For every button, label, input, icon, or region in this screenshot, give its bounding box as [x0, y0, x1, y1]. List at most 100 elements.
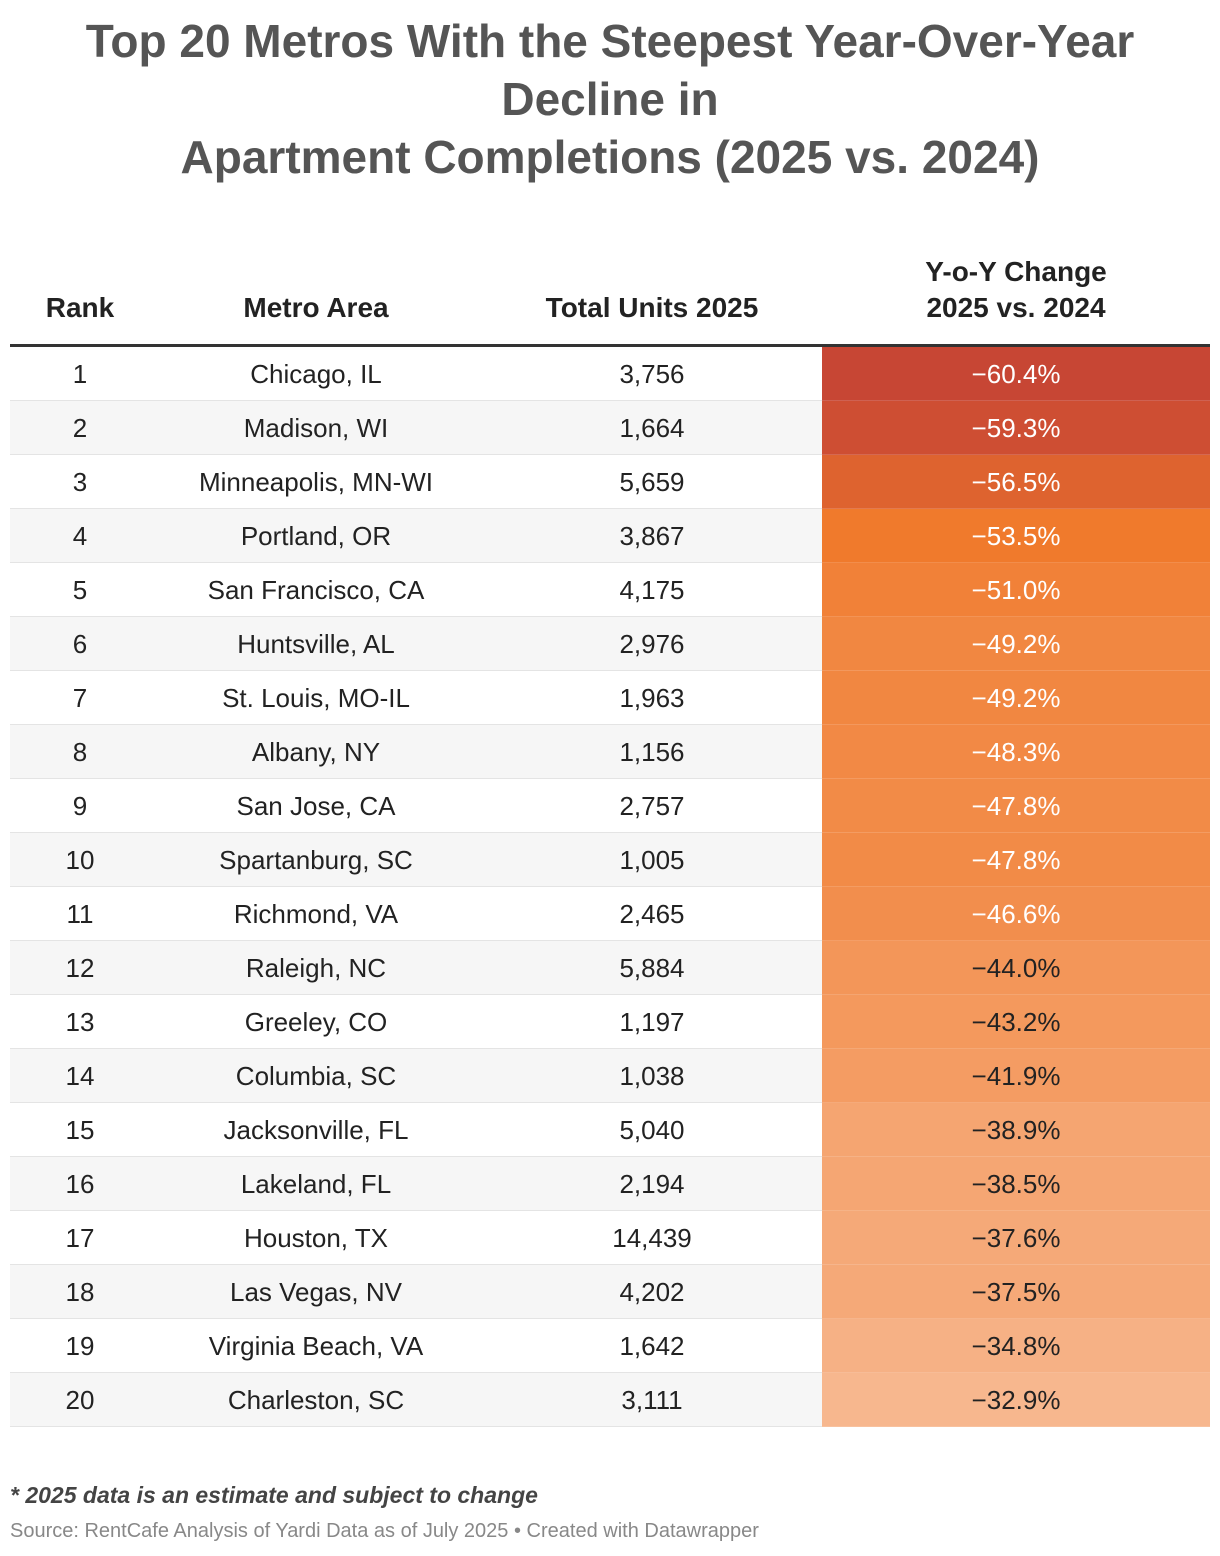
- table-row: 5 San Francisco, CA 4,175 −51.0%: [10, 562, 1210, 617]
- title-line-1: Top 20 Metros With the Steepest Year-Ove…: [85, 15, 1135, 67]
- table-row: 16 Lakeland, FL 2,194 −38.5%: [10, 1156, 1210, 1211]
- metro-cell: Virginia Beach, VA: [150, 1318, 482, 1373]
- header-yoy[interactable]: Y-o-Y Change 2025 vs. 2024: [822, 236, 1210, 347]
- yoy-cell: −49.2%: [822, 616, 1210, 671]
- units-cell: 1,963: [482, 670, 822, 725]
- rank-cell: 11: [10, 886, 150, 941]
- table-body: 1 Chicago, IL 3,756 −60.4% 2 Madison, WI 1,664…: [10, 345, 1210, 1427]
- table-row: 9 San Jose, CA 2,757 −47.8%: [10, 778, 1210, 833]
- rank-cell: 4: [10, 508, 150, 563]
- yoy-cell: −41.9%: [822, 1048, 1210, 1103]
- metro-cell: Houston, TX: [150, 1210, 482, 1265]
- metro-cell: Spartanburg, SC: [150, 832, 482, 887]
- table-row: 19 Virginia Beach, VA 1,642 −34.8%: [10, 1318, 1210, 1373]
- yoy-cell: −38.9%: [822, 1102, 1210, 1157]
- rank-cell: 6: [10, 616, 150, 671]
- table-row: 4 Portland, OR 3,867 −53.5%: [10, 508, 1210, 563]
- rank-cell: 3: [10, 454, 150, 509]
- rank-cell: 20: [10, 1372, 150, 1427]
- units-cell: 3,756: [482, 345, 822, 401]
- metro-cell: Minneapolis, MN-WI: [150, 454, 482, 509]
- rank-cell: 1: [10, 345, 150, 401]
- rank-cell: 2: [10, 400, 150, 455]
- units-cell: 1,642: [482, 1318, 822, 1373]
- metro-cell: Raleigh, NC: [150, 940, 482, 995]
- source-note: Source: RentCafe Analysis of Yardi Data …: [10, 1520, 759, 1542]
- title-line-3: Apartment Completions (2025 vs. 2024): [180, 131, 1040, 183]
- units-cell: 5,884: [482, 940, 822, 995]
- rank-cell: 7: [10, 670, 150, 725]
- units-cell: 5,040: [482, 1102, 822, 1157]
- metro-cell: St. Louis, MO-IL: [150, 670, 482, 725]
- table-row: 15 Jacksonville, FL 5,040 −38.9%: [10, 1102, 1210, 1157]
- metro-cell: Las Vegas, NV: [150, 1264, 482, 1319]
- table-row: 10 Spartanburg, SC 1,005 −47.8%: [10, 832, 1210, 887]
- units-cell: 1,038: [482, 1048, 822, 1103]
- metro-cell: Charleston, SC: [150, 1372, 482, 1427]
- footnote: * 2025 data is an estimate and subject t…: [10, 1482, 538, 1508]
- units-cell: 4,175: [482, 562, 822, 617]
- yoy-cell: −34.8%: [822, 1318, 1210, 1373]
- metro-cell: Albany, NY: [150, 724, 482, 779]
- units-cell: 5,659: [482, 454, 822, 509]
- units-cell: 1,005: [482, 832, 822, 887]
- rank-cell: 18: [10, 1264, 150, 1319]
- rank-cell: 14: [10, 1048, 150, 1103]
- yoy-cell: −44.0%: [822, 940, 1210, 995]
- yoy-cell: −48.3%: [822, 724, 1210, 779]
- rank-cell: 8: [10, 724, 150, 779]
- table-row: 13 Greeley, CO 1,197 −43.2%: [10, 994, 1210, 1049]
- table-row: 2 Madison, WI 1,664 −59.3%: [10, 400, 1210, 455]
- units-cell: 14,439: [482, 1210, 822, 1265]
- units-cell: 1,197: [482, 994, 822, 1049]
- metro-cell: Jacksonville, FL: [150, 1102, 482, 1157]
- rank-cell: 5: [10, 562, 150, 617]
- yoy-cell: −37.5%: [822, 1264, 1210, 1319]
- table-row: 17 Houston, TX 14,439 −37.6%: [10, 1210, 1210, 1265]
- metro-cell: Portland, OR: [150, 508, 482, 563]
- units-cell: 3,111: [482, 1372, 822, 1427]
- chart-title: Top 20 Metros With the Steepest Year-Ove…: [20, 12, 1200, 186]
- title-line-2: Decline in: [501, 73, 719, 125]
- header-row: Rank Metro Area Total Units 2025 Y-o-Y C…: [10, 236, 1210, 347]
- yoy-cell: −37.6%: [822, 1210, 1210, 1265]
- data-table: Rank Metro Area Total Units 2025 Y-o-Y C…: [10, 236, 1210, 1427]
- units-cell: 4,202: [482, 1264, 822, 1319]
- rank-cell: 13: [10, 994, 150, 1049]
- metro-cell: Richmond, VA: [150, 886, 482, 941]
- header-yoy-line-2: 2025 vs. 2024: [926, 292, 1106, 323]
- yoy-cell: −38.5%: [822, 1156, 1210, 1211]
- metro-cell: San Jose, CA: [150, 778, 482, 833]
- units-cell: 2,194: [482, 1156, 822, 1211]
- yoy-cell: −60.4%: [822, 345, 1210, 401]
- yoy-cell: −56.5%: [822, 454, 1210, 509]
- metro-cell: Madison, WI: [150, 400, 482, 455]
- table-row: 12 Raleigh, NC 5,884 −44.0%: [10, 940, 1210, 995]
- metro-cell: Huntsville, AL: [150, 616, 482, 671]
- table-row: 6 Huntsville, AL 2,976 −49.2%: [10, 616, 1210, 671]
- metro-cell: San Francisco, CA: [150, 562, 482, 617]
- yoy-cell: −53.5%: [822, 508, 1210, 563]
- table-row: 1 Chicago, IL 3,756 −60.4%: [10, 345, 1210, 401]
- header-yoy-line-1: Y-o-Y Change: [925, 256, 1107, 287]
- table-row: 20 Charleston, SC 3,111 −32.9%: [10, 1372, 1210, 1427]
- metro-cell: Lakeland, FL: [150, 1156, 482, 1211]
- rank-cell: 9: [10, 778, 150, 833]
- rank-cell: 19: [10, 1318, 150, 1373]
- yoy-cell: −59.3%: [822, 400, 1210, 455]
- yoy-cell: −47.8%: [822, 832, 1210, 887]
- yoy-cell: −46.6%: [822, 886, 1210, 941]
- rank-cell: 12: [10, 940, 150, 995]
- units-cell: 2,465: [482, 886, 822, 941]
- rank-cell: 10: [10, 832, 150, 887]
- header-metro[interactable]: Metro Area: [150, 236, 482, 347]
- table-row: 11 Richmond, VA 2,465 −46.6%: [10, 886, 1210, 941]
- rank-cell: 16: [10, 1156, 150, 1211]
- rank-cell: 17: [10, 1210, 150, 1265]
- units-cell: 2,757: [482, 778, 822, 833]
- header-units[interactable]: Total Units 2025: [482, 236, 822, 347]
- yoy-cell: −49.2%: [822, 670, 1210, 725]
- metro-cell: Columbia, SC: [150, 1048, 482, 1103]
- header-rank[interactable]: Rank: [10, 236, 150, 347]
- yoy-cell: −32.9%: [822, 1372, 1210, 1427]
